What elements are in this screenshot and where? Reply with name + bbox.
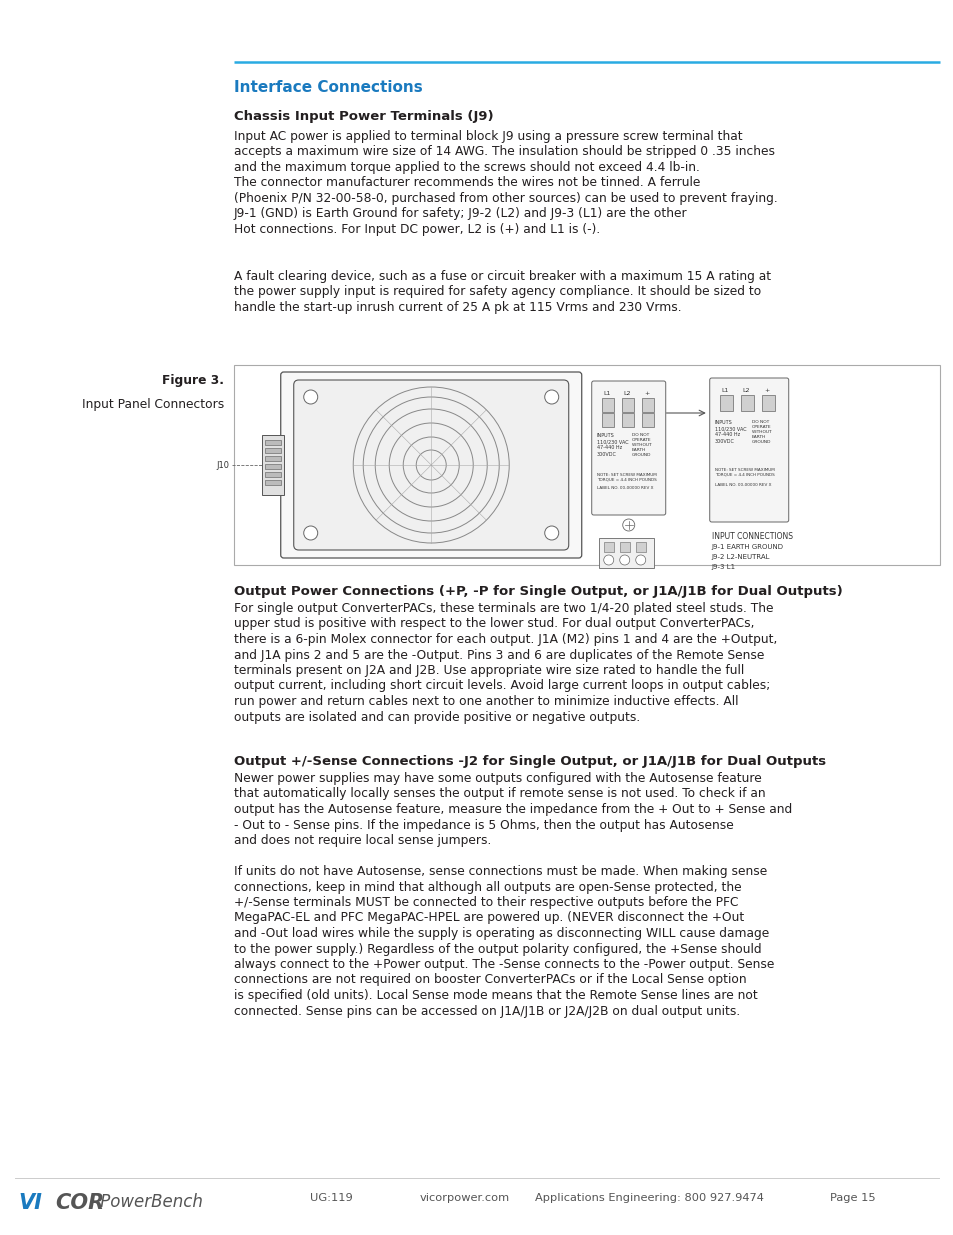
Circle shape xyxy=(544,390,558,404)
Circle shape xyxy=(303,526,317,540)
Text: always connect to the +Power output. The -Sense connects to the -Power output. S: always connect to the +Power output. The… xyxy=(233,958,773,971)
Bar xyxy=(603,542,613,552)
Text: Hot connections. For Input DC power, L2 is (+) and L1 is (-).: Hot connections. For Input DC power, L2 … xyxy=(233,224,599,236)
Text: Input Panel Connectors: Input Panel Connectors xyxy=(82,398,224,411)
Text: A fault clearing device, such as a fuse or circuit breaker with a maximum 15 A r: A fault clearing device, such as a fuse … xyxy=(233,270,770,283)
Text: Output +/-Sense Connections -J2 for Single Output, or J1A/J1B for Dual Outputs: Output +/-Sense Connections -J2 for Sing… xyxy=(233,755,825,768)
Text: upper stud is positive with respect to the lower stud. For dual output Converter: upper stud is positive with respect to t… xyxy=(233,618,754,631)
Text: that automatically locally senses the output if remote sense is not used. To che: that automatically locally senses the ou… xyxy=(233,788,764,800)
Bar xyxy=(621,412,633,427)
Text: Input AC power is applied to terminal block J9 using a pressure screw terminal t: Input AC power is applied to terminal bl… xyxy=(233,130,741,143)
Text: DO NOT
OPERATE
WITHOUT
EARTH
GROUND: DO NOT OPERATE WITHOUT EARTH GROUND xyxy=(631,433,652,457)
Bar xyxy=(264,440,280,445)
Bar xyxy=(719,395,732,411)
Text: L2: L2 xyxy=(622,391,630,396)
FancyBboxPatch shape xyxy=(591,382,665,515)
Text: +/-Sense terminals MUST be connected to their respective outputs before the PFC: +/-Sense terminals MUST be connected to … xyxy=(233,897,738,909)
Text: J9-1 EARTH GROUND: J9-1 EARTH GROUND xyxy=(711,543,783,550)
Text: COR: COR xyxy=(55,1193,104,1213)
Bar xyxy=(264,448,280,453)
Text: J9-3 L1: J9-3 L1 xyxy=(711,564,735,571)
Text: NOTE: SET SCREW MAXIMUM
TORQUE = 4.4 INCH POUNDS: NOTE: SET SCREW MAXIMUM TORQUE = 4.4 INC… xyxy=(597,473,656,482)
Text: run power and return cables next to one another to minimize inductive effects. A: run power and return cables next to one … xyxy=(233,695,738,708)
FancyBboxPatch shape xyxy=(280,372,581,558)
Text: LABEL NO. 00-00000 REV X: LABEL NO. 00-00000 REV X xyxy=(597,487,653,490)
Text: Output Power Connections (+P, -P for Single Output, or J1A/J1B for Dual Outputs): Output Power Connections (+P, -P for Sin… xyxy=(233,585,841,598)
Text: (Phoenix P/N 32-00-58-0, purchased from other sources) can be used to prevent fr: (Phoenix P/N 32-00-58-0, purchased from … xyxy=(233,191,777,205)
Text: UG:119: UG:119 xyxy=(310,1193,353,1203)
Text: and the maximum torque applied to the screws should not exceed 4.4 lb-in.: and the maximum torque applied to the sc… xyxy=(233,161,699,174)
Bar xyxy=(598,538,653,568)
Circle shape xyxy=(635,555,645,564)
Circle shape xyxy=(544,526,558,540)
Text: L1: L1 xyxy=(602,391,610,396)
Bar xyxy=(740,395,753,411)
Text: vicorpower.com: vicorpower.com xyxy=(419,1193,510,1203)
Text: Page 15: Page 15 xyxy=(829,1193,875,1203)
Text: INPUTS
110/230 VAC
47-440 Hz
300VDC: INPUTS 110/230 VAC 47-440 Hz 300VDC xyxy=(714,420,745,443)
Text: The connector manufacturer recommends the wires not be tinned. A ferrule: The connector manufacturer recommends th… xyxy=(233,177,700,189)
Text: LABEL NO. 00-00000 REV X: LABEL NO. 00-00000 REV X xyxy=(714,483,770,487)
Text: connections are not required on booster ConverterPACs or if the Local Sense opti: connections are not required on booster … xyxy=(233,973,745,987)
Text: L2: L2 xyxy=(741,388,749,393)
Bar xyxy=(264,456,280,461)
Text: output has the Autosense feature, measure the impedance from the + Out to + Sens: output has the Autosense feature, measur… xyxy=(233,803,791,816)
Text: outputs are isolated and can provide positive or negative outputs.: outputs are isolated and can provide pos… xyxy=(233,710,639,724)
Circle shape xyxy=(603,555,613,564)
Text: and -Out load wires while the supply is operating as disconnecting WILL cause da: and -Out load wires while the supply is … xyxy=(233,927,768,940)
Circle shape xyxy=(619,555,629,564)
Bar xyxy=(641,412,653,427)
Text: connections, keep in mind that although all outputs are open-Sense protected, th: connections, keep in mind that although … xyxy=(233,881,740,893)
Bar xyxy=(641,398,653,412)
Text: PowerBench: PowerBench xyxy=(95,1193,203,1212)
Text: INPUTS
110/230 VAC
47-440 Hz
300VDC: INPUTS 110/230 VAC 47-440 Hz 300VDC xyxy=(597,433,628,457)
Text: and does not require local sense jumpers.: and does not require local sense jumpers… xyxy=(233,834,491,847)
Text: Chassis Input Power Terminals (J9): Chassis Input Power Terminals (J9) xyxy=(233,110,493,124)
Text: +: + xyxy=(763,388,768,393)
Text: to the power supply.) Regardless of the output polarity configured, the +Sense s: to the power supply.) Regardless of the … xyxy=(233,942,760,956)
Text: Interface Connections: Interface Connections xyxy=(233,80,422,95)
Text: J10: J10 xyxy=(216,461,230,469)
Text: For single output ConverterPACs, these terminals are two 1/4-20 plated steel stu: For single output ConverterPACs, these t… xyxy=(233,601,773,615)
Text: L1: L1 xyxy=(720,388,728,393)
Bar xyxy=(264,464,280,469)
Bar xyxy=(635,542,645,552)
Text: accepts a maximum wire size of 14 AWG. The insulation should be stripped 0 .35 i: accepts a maximum wire size of 14 AWG. T… xyxy=(233,146,774,158)
Text: If units do not have Autosense, sense connections must be made. When making sens: If units do not have Autosense, sense co… xyxy=(233,864,766,878)
FancyBboxPatch shape xyxy=(709,378,788,522)
Text: Applications Engineering: 800 927.9474: Applications Engineering: 800 927.9474 xyxy=(535,1193,763,1203)
Circle shape xyxy=(303,390,317,404)
Bar xyxy=(760,395,774,411)
FancyBboxPatch shape xyxy=(294,380,568,550)
Text: terminals present on J2A and J2B. Use appropriate wire size rated to handle the : terminals present on J2A and J2B. Use ap… xyxy=(233,664,743,677)
Bar xyxy=(261,435,283,495)
Text: output current, including short circuit levels. Avoid large current loops in out: output current, including short circuit … xyxy=(233,679,769,693)
Text: J9-1 (GND) is Earth Ground for safety; J9-2 (L2) and J9-3 (L1) are the other: J9-1 (GND) is Earth Ground for safety; J… xyxy=(233,207,686,221)
Text: handle the start-up inrush current of 25 A pk at 115 Vrms and 230 Vrms.: handle the start-up inrush current of 25… xyxy=(233,301,680,314)
Text: INPUT CONNECTIONS: INPUT CONNECTIONS xyxy=(711,532,792,541)
Text: VI: VI xyxy=(18,1193,42,1213)
Text: Figure 3.: Figure 3. xyxy=(162,374,224,387)
Bar xyxy=(264,472,280,477)
Bar xyxy=(601,398,613,412)
Text: Newer power supplies may have some outputs configured with the Autosense feature: Newer power supplies may have some outpu… xyxy=(233,772,760,785)
Text: - Out to - Sense pins. If the impedance is 5 Ohms, then the output has Autosense: - Out to - Sense pins. If the impedance … xyxy=(233,819,733,831)
Bar xyxy=(621,398,633,412)
Text: connected. Sense pins can be accessed on J1A/J1B or J2A/J2B on dual output units: connected. Sense pins can be accessed on… xyxy=(233,1004,740,1018)
Text: NOTE: SET SCREW MAXIMUM
TORQUE = 4.4 INCH POUNDS: NOTE: SET SCREW MAXIMUM TORQUE = 4.4 INC… xyxy=(714,468,774,477)
Text: the power supply input is required for safety agency compliance. It should be si: the power supply input is required for s… xyxy=(233,285,760,299)
Bar xyxy=(233,366,939,564)
Text: there is a 6-pin Molex connector for each output. J1A (M2) pins 1 and 4 are the : there is a 6-pin Molex connector for eac… xyxy=(233,634,777,646)
Text: DO NOT
OPERATE
WITHOUT
EARTH
GROUND: DO NOT OPERATE WITHOUT EARTH GROUND xyxy=(751,420,772,443)
Text: MegaPAC-EL and PFC MegaPAC-HPEL are powered up. (NEVER disconnect the +Out: MegaPAC-EL and PFC MegaPAC-HPEL are powe… xyxy=(233,911,743,925)
Bar xyxy=(619,542,629,552)
Text: is specified (old units). Local Sense mode means that the Remote Sense lines are: is specified (old units). Local Sense mo… xyxy=(233,989,757,1002)
Text: J9-2 L2-NEUTRAL: J9-2 L2-NEUTRAL xyxy=(711,555,769,559)
Bar xyxy=(601,412,613,427)
Text: +: + xyxy=(643,391,649,396)
Text: and J1A pins 2 and 5 are the -Output. Pins 3 and 6 are duplicates of the Remote : and J1A pins 2 and 5 are the -Output. Pi… xyxy=(233,648,763,662)
Bar xyxy=(264,480,280,485)
